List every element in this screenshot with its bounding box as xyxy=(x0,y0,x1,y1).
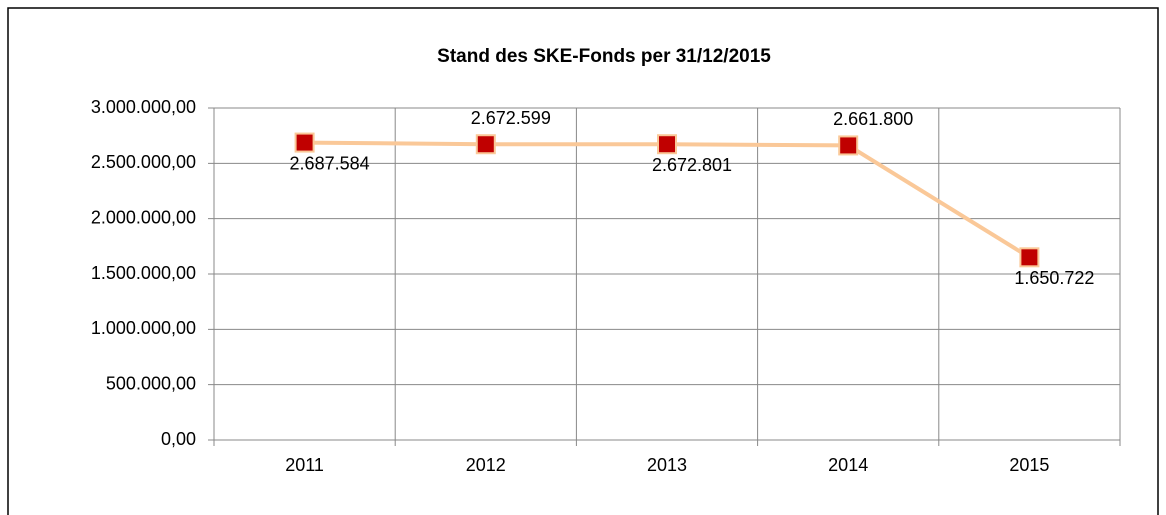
data-label: 1.650.722 xyxy=(1014,268,1094,288)
data-point xyxy=(838,135,859,156)
y-tick-label: 1.500.000,00 xyxy=(91,263,196,283)
y-tick-label: 3.000.000,00 xyxy=(91,97,196,117)
data-point xyxy=(294,132,315,153)
data-label: 2.661.800 xyxy=(833,109,913,129)
y-tick-label: 0,00 xyxy=(161,429,196,449)
chart-frame xyxy=(7,7,1159,515)
data-label: 2.687.584 xyxy=(290,153,370,173)
y-tick-label: 2.500.000,00 xyxy=(91,152,196,172)
y-tick-label: 2.000.000,00 xyxy=(91,207,196,227)
chart-title: Stand des SKE-Fonds per 31/12/2015 xyxy=(437,46,771,67)
x-tick-label: 2015 xyxy=(1009,455,1049,475)
x-tick-label: 2011 xyxy=(285,455,324,475)
y-tick-label: 1.000.000,00 xyxy=(91,318,196,338)
data-point xyxy=(657,134,677,155)
x-tick-label: 2013 xyxy=(647,455,687,475)
y-tick-label: 500.000,00 xyxy=(106,373,196,393)
data-point xyxy=(1019,247,1040,268)
data-point xyxy=(475,134,496,155)
x-tick-label: 2012 xyxy=(466,455,506,475)
x-tick-label: 2014 xyxy=(828,455,868,475)
data-label: 2.672.801 xyxy=(652,155,732,175)
data-label: 2.672.599 xyxy=(471,108,551,128)
